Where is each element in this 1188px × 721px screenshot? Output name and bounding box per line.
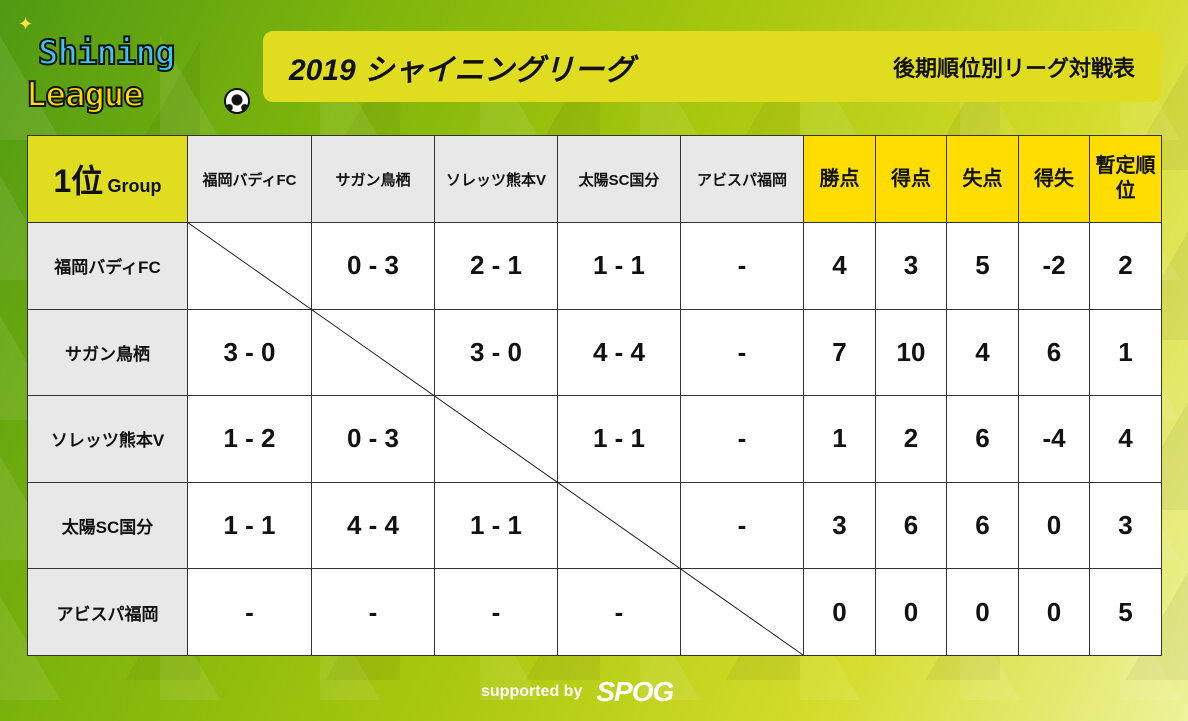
stat-value: 3 [875, 222, 947, 310]
match-result: 0 - 3 [311, 395, 435, 483]
match-result [557, 481, 681, 570]
match-result: - [434, 568, 558, 656]
column-header-stat: 得点 [875, 135, 947, 223]
match-result: - [680, 395, 804, 483]
group-label: 1位 Group [27, 135, 188, 223]
column-header-stat: 失点 [946, 135, 1019, 223]
stat-value: 1 [803, 395, 876, 483]
stat-value: 5 [1089, 568, 1162, 656]
stat-value: 6 [946, 481, 1019, 570]
stat-value: 0 [1018, 481, 1090, 570]
match-result: 1 - 1 [434, 481, 558, 570]
sponsor-credit: supported by SPOG [481, 676, 674, 708]
stat-value: 4 [1089, 395, 1162, 483]
stat-value: 2 [1089, 222, 1162, 310]
sponsor-logo: SPOG [596, 676, 674, 707]
stat-value: 1 [1089, 308, 1162, 397]
column-header-team: 太陽SC国分 [557, 135, 681, 223]
row-team-name: ソレッツ熊本V [27, 395, 188, 483]
match-result [187, 222, 312, 310]
stat-value: 6 [1018, 308, 1090, 397]
stat-value: 0 [1018, 568, 1090, 656]
sparkle-icon: ✦ [18, 14, 34, 35]
match-result [680, 568, 804, 656]
match-result: - [187, 568, 312, 656]
column-header-stat: 得失 [1018, 135, 1090, 223]
stat-value: 5 [946, 222, 1019, 310]
stat-value: 3 [1089, 481, 1162, 570]
shining-league-logo: ✦ Shining League [18, 16, 256, 120]
stat-value: 6 [946, 395, 1019, 483]
match-result: - [311, 568, 435, 656]
match-result: 3 - 0 [187, 308, 312, 397]
stat-value: 0 [875, 568, 947, 656]
row-team-name: サガン鳥栖 [27, 308, 188, 397]
table-row: アビスパ福岡 - - - -0 0 0 0 5 [27, 568, 1162, 656]
match-result: 0 - 3 [311, 222, 435, 310]
page-title: 2019 シャイニングリーグ [289, 53, 635, 87]
page-subtitle: 後期順位別リーグ対戦表 [892, 55, 1135, 81]
match-result: 4 - 4 [557, 308, 681, 397]
column-header-team: アビスパ福岡 [680, 135, 804, 223]
league-table: 1位 Group 福岡バディFC サガン鳥栖 ソレッツ熊本V 太陽SC国分 アビスパ福岡… [27, 135, 1162, 656]
match-result: - [680, 222, 804, 310]
match-result: 1 - 1 [557, 395, 681, 483]
row-team-name: アビスパ福岡 [27, 568, 188, 656]
stat-value: 10 [875, 308, 947, 397]
stat-value: 4 [803, 222, 876, 310]
match-result: - [680, 308, 804, 397]
stat-value: 7 [803, 308, 876, 397]
stat-value: 4 [946, 308, 1019, 397]
match-result: - [557, 568, 681, 656]
title-bar: 2019 シャイニングリーグ 後期順位別リーグ対戦表 [263, 31, 1161, 102]
logo-line2: League [25, 75, 145, 115]
match-result: - [680, 481, 804, 570]
column-header-stat: 勝点 [803, 135, 876, 223]
group-text: Group [107, 176, 162, 196]
match-result: 4 - 4 [311, 481, 435, 570]
match-result: 1 - 1 [187, 481, 312, 570]
stat-value: 2 [875, 395, 947, 483]
rank-label: 1位 [53, 163, 104, 199]
row-team-name: 福岡バディFC [27, 222, 188, 310]
match-result [311, 308, 435, 397]
match-result: 1 - 2 [187, 395, 312, 483]
match-result [434, 395, 558, 483]
match-result: 3 - 0 [434, 308, 558, 397]
stat-value: -2 [1018, 222, 1090, 310]
header-row: 1位 Group 福岡バディFC サガン鳥栖 ソレッツ熊本V 太陽SC国分 アビスパ福岡… [27, 135, 1162, 223]
supported-by-text: supported by [481, 683, 583, 700]
column-header-team: サガン鳥栖 [311, 135, 435, 223]
column-header-stat: 暫定順位 [1089, 135, 1162, 223]
match-result: 2 - 1 [434, 222, 558, 310]
stat-value: -4 [1018, 395, 1090, 483]
stat-value: 0 [946, 568, 1019, 656]
column-header-team: 福岡バディFC [187, 135, 312, 223]
stat-value: 0 [803, 568, 876, 656]
match-result: 1 - 1 [557, 222, 681, 310]
soccer-ball-icon [224, 88, 250, 114]
stat-value: 3 [803, 481, 876, 570]
stat-value: 6 [875, 481, 947, 570]
column-header-team: ソレッツ熊本V [434, 135, 558, 223]
logo-line1: Shining [37, 33, 176, 73]
row-team-name: 太陽SC国分 [27, 481, 188, 570]
